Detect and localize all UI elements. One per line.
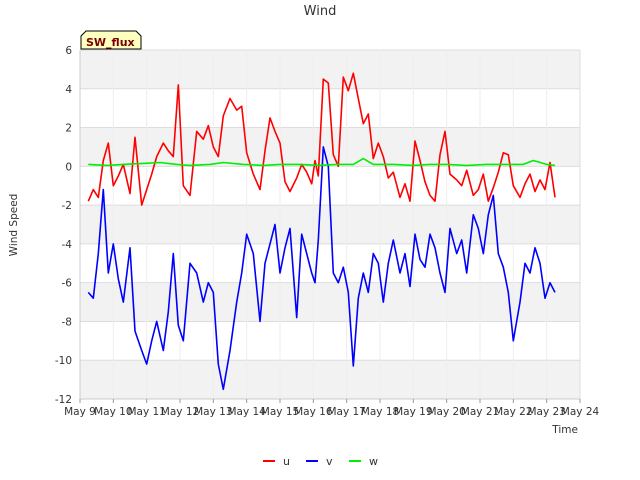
legend-label-w: w: [369, 455, 378, 468]
y-tick-label: 2: [65, 123, 72, 135]
y-tick-labels: -12 -10 -8 -6 -4 -2 0 2 4 6: [55, 45, 72, 406]
band: [80, 282, 580, 322]
y-tick-label: -6: [62, 278, 73, 290]
x-tick-label: May 24: [561, 406, 600, 418]
x-tick-label: May 21: [461, 406, 499, 418]
y-tick-label: 6: [65, 45, 72, 57]
y-tick-label: -10: [55, 355, 72, 367]
y-tick-label: -8: [62, 316, 72, 328]
x-tick-label: May 9: [64, 406, 96, 418]
x-axis-label: Time: [551, 424, 578, 436]
legend-label-u: u: [283, 455, 290, 468]
x-tick-label: May 17: [327, 406, 365, 418]
x-tick-label: May 12: [161, 406, 199, 418]
chart-title: Wind: [304, 4, 337, 19]
y-tick-label: -4: [62, 239, 73, 251]
legend-label-v: v: [326, 455, 333, 468]
x-tick-label: May 13: [194, 406, 232, 418]
y-tick-label: -12: [55, 394, 72, 406]
series-line-w: [88, 157, 556, 167]
x-tick-label: May 20: [427, 406, 465, 418]
x-tick-label: May 16: [294, 406, 333, 418]
y-axis-label: Wind Speed: [8, 194, 20, 257]
legend: u v w: [263, 455, 378, 468]
x-tick-label: May 19: [394, 406, 432, 418]
x-tick-label: May 14: [227, 406, 266, 418]
x-tick-label: May 22: [494, 406, 532, 418]
x-tick-label: May 10: [94, 406, 132, 418]
band: [80, 360, 580, 399]
axes: [79, 50, 581, 400]
series-layer: [87, 72, 556, 391]
series-line-u: [87, 72, 556, 206]
x-tick-label: May 15: [261, 406, 299, 418]
x-tick-label: May 23: [527, 406, 565, 418]
badge: SW_flux: [80, 30, 142, 50]
series-line-v: [87, 146, 556, 391]
x-tick-label: May 18: [361, 406, 399, 418]
x-tick-label: May 11: [127, 406, 165, 418]
badge-box: [80, 30, 142, 50]
band: [80, 127, 580, 167]
y-tick-label: -2: [62, 200, 72, 212]
badge-label: SW_flux: [86, 36, 135, 49]
y-tick-label: 4: [65, 84, 72, 96]
y-tick-label: 0: [65, 161, 72, 173]
band: [80, 50, 580, 89]
